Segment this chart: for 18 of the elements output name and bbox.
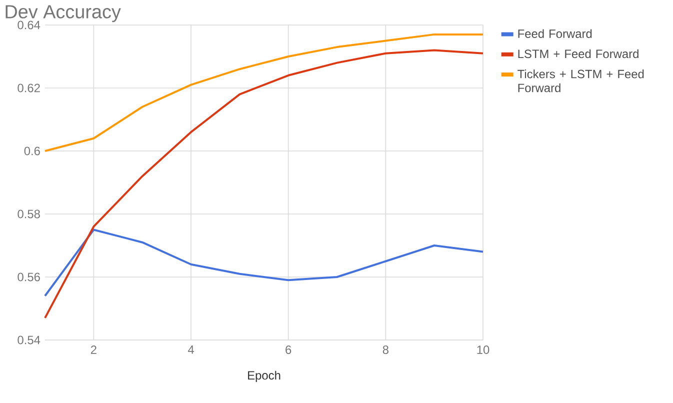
x-tick-label: 4 xyxy=(188,346,194,354)
x-tick-label: 6 xyxy=(286,346,292,354)
legend-label: Feed Forward xyxy=(518,29,592,38)
y-tick-label: 0.54 xyxy=(18,336,40,344)
line-series xyxy=(44,33,484,152)
y-tick-label: 0.56 xyxy=(18,272,40,282)
y-tick-label: 0.58 xyxy=(18,210,40,218)
x-axis-title: Epoch xyxy=(248,370,280,382)
y-tick-label: 0.6 xyxy=(24,146,40,156)
y-tick-label: 0.64 xyxy=(18,20,40,30)
x-tick-label: 8 xyxy=(382,346,388,354)
legend-label: Tickers + LSTM + Feed Forward xyxy=(518,69,644,92)
x-tick-label: 10 xyxy=(477,346,490,354)
legend-label: LSTM + Feed Forward xyxy=(518,49,638,58)
line-series xyxy=(44,49,484,319)
y-tick-label: 0.62 xyxy=(18,84,40,92)
x-tick-label: 2 xyxy=(90,346,96,354)
line-series xyxy=(44,228,484,297)
